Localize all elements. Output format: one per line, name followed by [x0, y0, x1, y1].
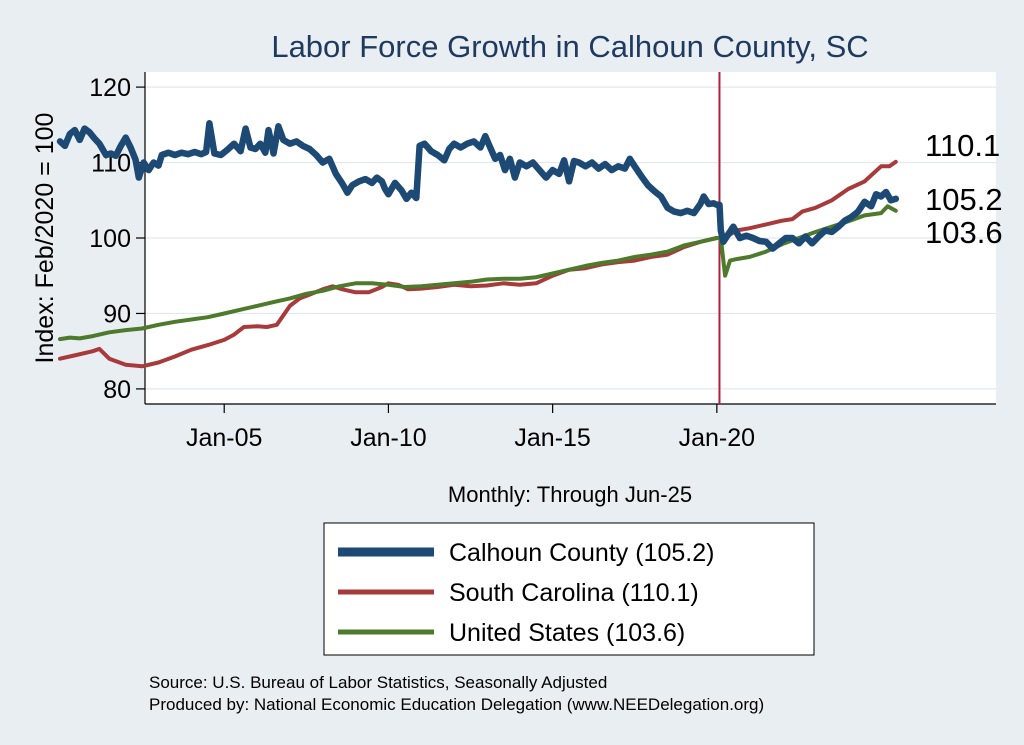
- series-lines: [56, 120, 900, 369]
- x-tick-label: Jan-10: [350, 424, 426, 452]
- series-line-2: [58, 204, 898, 342]
- y-tick-label: 120: [89, 74, 131, 102]
- end-label-1: 110.1: [925, 128, 1000, 163]
- y-tick-label: 90: [103, 300, 131, 328]
- end-label-0: 105.2: [925, 182, 1003, 217]
- x-tick-label: Jan-15: [514, 424, 590, 452]
- x-axis-ticks: Jan-05 Jan-10 Jan-15 Jan-20: [186, 404, 755, 452]
- end-labels: 105.2 110.1 103.6: [925, 128, 1003, 250]
- series-line-0: [56, 120, 900, 252]
- y-tick-label: 100: [89, 225, 131, 253]
- end-label-2: 103.6: [925, 215, 1003, 250]
- produced-by-line: Produced by: National Economic Education…: [149, 695, 764, 714]
- x-axis-label: Monthly: Through Jun-25: [448, 482, 692, 507]
- legend-label-1: South Carolina (110.1): [449, 579, 699, 607]
- source-line: Source: U.S. Bureau of Labor Statistics,…: [149, 673, 607, 692]
- x-tick-label: Jan-05: [186, 424, 262, 452]
- chart-title: Labor Force Growth in Calhoun County, SC: [271, 29, 868, 64]
- x-tick-label: Jan-20: [679, 424, 755, 452]
- y-axis-label: Index: Feb/2020 = 100: [31, 113, 59, 364]
- legend: Calhoun County (105.2) South Carolina (11…: [323, 522, 815, 656]
- legend-label-2: United States (103.6): [449, 619, 685, 647]
- legend-label-0: Calhoun County (105.2): [449, 539, 714, 567]
- y-tick-label: 80: [103, 376, 131, 404]
